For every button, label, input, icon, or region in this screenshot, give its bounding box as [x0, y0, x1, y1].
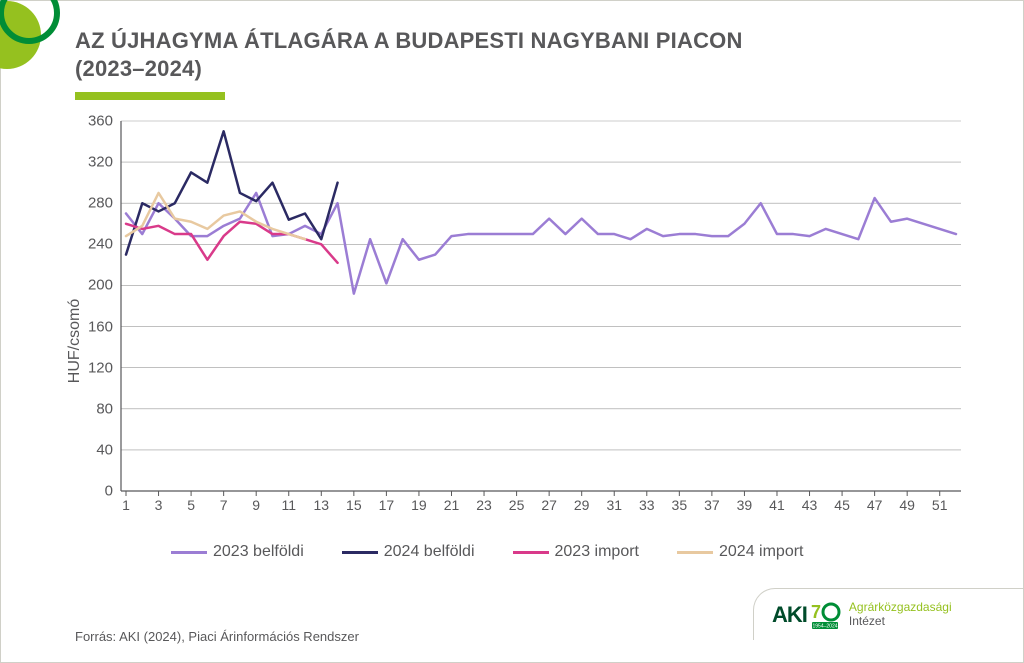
svg-text:1954–2024: 1954–2024 — [812, 623, 837, 629]
x-tick-label: 41 — [769, 491, 785, 513]
anniversary-icon: 7 1954–2024 — [809, 598, 841, 632]
legend-swatch — [171, 551, 207, 554]
x-tick-label: 35 — [672, 491, 688, 513]
institute-line-1: Agrárközgazdasági — [849, 601, 952, 614]
y-tick-label: 160 — [71, 318, 121, 335]
corner-decoration — [0, 0, 71, 71]
legend: 2023 belföldi 2024 belföldi 2023 import 202… — [171, 543, 804, 561]
x-tick-label: 43 — [802, 491, 818, 513]
series-2023_import — [126, 222, 338, 263]
x-tick-label: 33 — [639, 491, 655, 513]
y-tick-label: 320 — [71, 154, 121, 171]
x-tick-label: 31 — [606, 491, 622, 513]
x-tick-label: 37 — [704, 491, 720, 513]
institute-line-2: Intézet — [849, 615, 952, 628]
legend-swatch — [677, 551, 713, 554]
chart-container: HUF/csomó 040801201602002402803203601357… — [61, 121, 981, 561]
x-tick-label: 19 — [411, 491, 427, 513]
legend-swatch — [513, 551, 549, 554]
branding-badge: AKI 7 1954–2024 Agrárközgazdasági Intéze… — [753, 588, 1023, 640]
legend-label: 2023 belföldi — [213, 543, 304, 561]
x-tick-label: 39 — [737, 491, 753, 513]
x-tick-label: 15 — [346, 491, 362, 513]
y-tick-label: 80 — [71, 400, 121, 417]
y-tick-label: 240 — [71, 236, 121, 253]
title-underline — [75, 92, 225, 100]
source-text: Forrás: AKI (2024), Piaci Árinformációs … — [75, 629, 359, 644]
x-tick-label: 9 — [252, 491, 260, 513]
aki-text: AKI — [772, 602, 807, 628]
title-line-1: AZ ÚJHAGYMA ÁTLAGÁRA A BUDAPESTI NAGYBAN… — [75, 27, 983, 55]
y-tick-label: 120 — [71, 359, 121, 376]
institute-name: Agrárközgazdasági Intézet — [849, 601, 952, 627]
y-tick-label: 0 — [71, 483, 121, 500]
legend-label: 2024 belföldi — [384, 543, 475, 561]
x-tick-label: 47 — [867, 491, 883, 513]
x-tick-label: 7 — [220, 491, 228, 513]
chart-title-block: AZ ÚJHAGYMA ÁTLAGÁRA A BUDAPESTI NAGYBAN… — [75, 27, 983, 100]
y-tick-label: 280 — [71, 195, 121, 212]
legend-item-2024_import: 2024 import — [677, 543, 804, 561]
legend-item-2024_belfoldi: 2024 belföldi — [342, 543, 475, 561]
x-tick-label: 23 — [476, 491, 492, 513]
y-tick-label: 360 — [71, 113, 121, 130]
x-tick-label: 3 — [155, 491, 163, 513]
x-tick-label: 1 — [122, 491, 130, 513]
plot-area: 0408012016020024028032036013579111315171… — [121, 121, 961, 491]
x-tick-label: 45 — [834, 491, 850, 513]
y-tick-label: 200 — [71, 277, 121, 294]
y-tick-label: 40 — [71, 441, 121, 458]
svg-text:7: 7 — [811, 602, 821, 622]
x-tick-label: 49 — [899, 491, 915, 513]
x-tick-label: 21 — [444, 491, 460, 513]
x-tick-label: 17 — [379, 491, 395, 513]
plot-svg — [121, 121, 961, 491]
legend-label: 2023 import — [555, 543, 640, 561]
title-line-2: (2023–2024) — [75, 55, 983, 83]
aki-logo: AKI 7 1954–2024 — [772, 598, 841, 632]
x-tick-label: 5 — [187, 491, 195, 513]
x-tick-label: 29 — [574, 491, 590, 513]
series-2023_belfoldi — [126, 193, 956, 294]
x-tick-label: 27 — [541, 491, 557, 513]
x-tick-label: 13 — [313, 491, 329, 513]
legend-item-2023_belfoldi: 2023 belföldi — [171, 543, 304, 561]
legend-label: 2024 import — [719, 543, 804, 561]
x-tick-label: 25 — [509, 491, 525, 513]
x-tick-label: 11 — [281, 491, 296, 513]
legend-item-2023_import: 2023 import — [513, 543, 640, 561]
legend-swatch — [342, 551, 378, 554]
x-tick-label: 51 — [932, 491, 948, 513]
